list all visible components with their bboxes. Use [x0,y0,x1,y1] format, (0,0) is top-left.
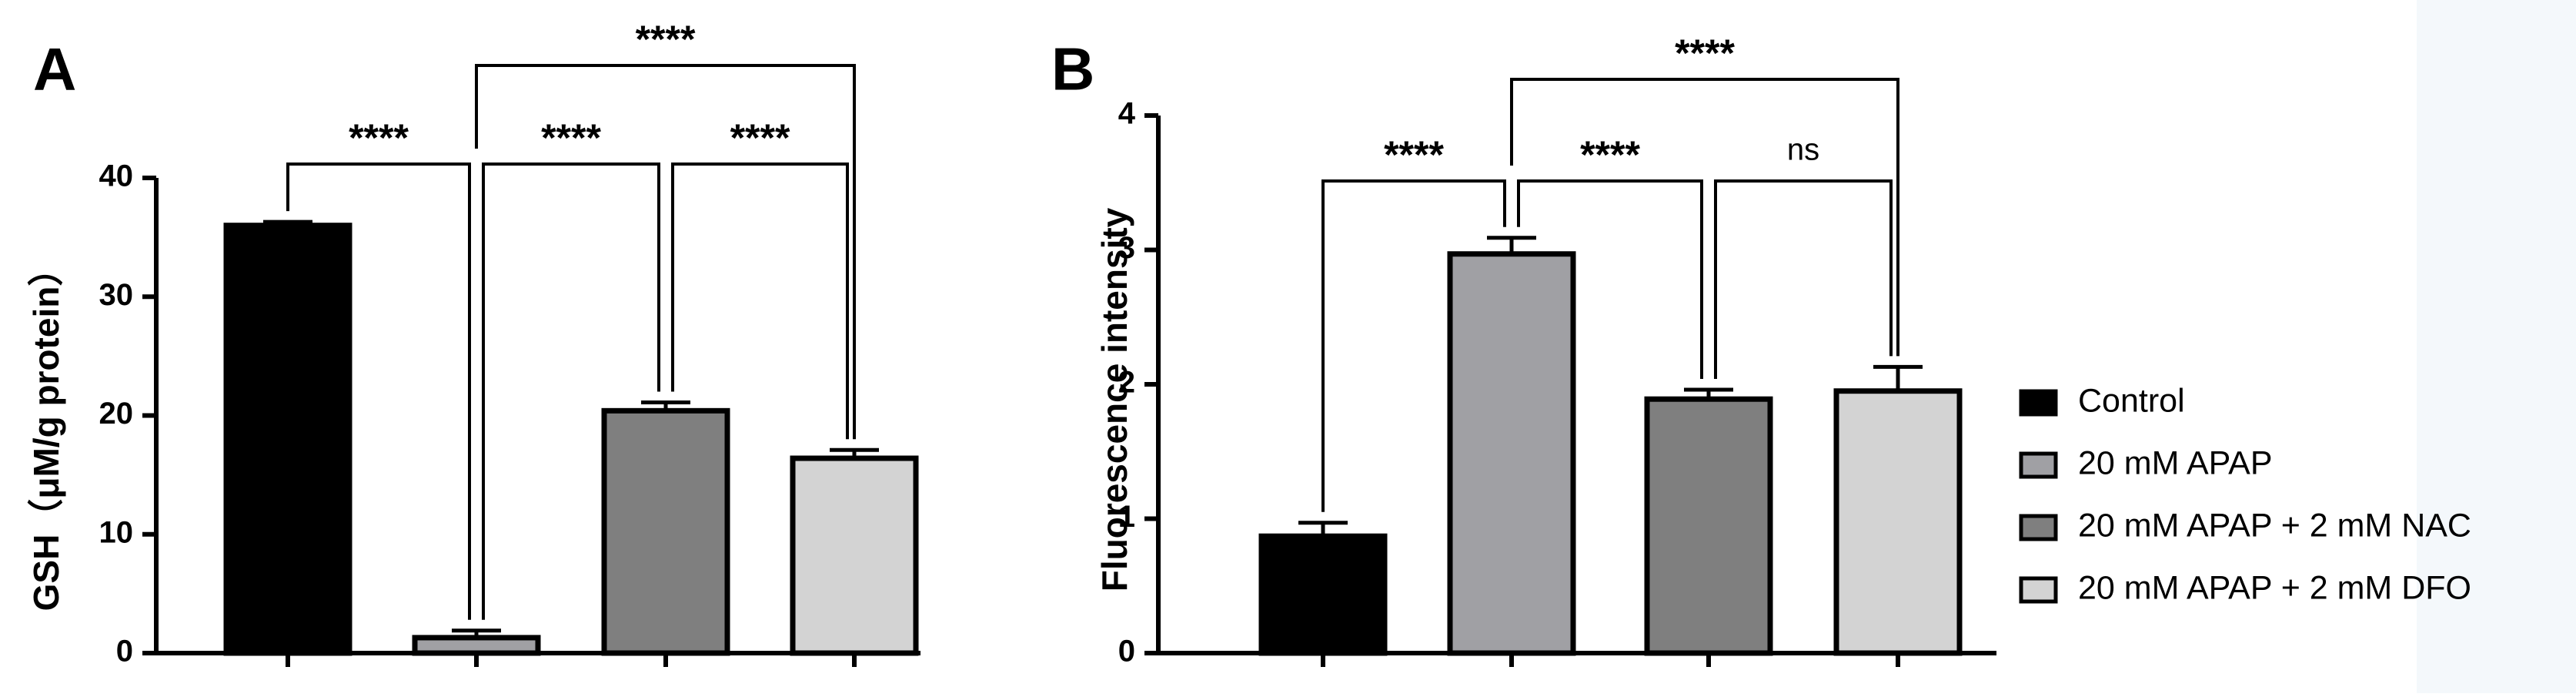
panel-label: B [1051,35,1094,103]
y-tick-label: 20 [99,397,134,431]
significance-bracket [1714,179,1893,379]
bar [1833,388,1963,656]
significance-bracket [1321,179,1506,512]
bar [412,635,541,656]
significance-label: **** [541,116,601,159]
y-tick-label: 30 [99,278,134,312]
significance-bracket [1510,78,1899,357]
y-axis-label: Fluorescence intensity [1094,207,1134,591]
y-tick-label: 1 [1118,500,1135,534]
significance-bracket [1517,179,1703,379]
legend-swatch [2019,514,2058,541]
legend-label: 20 mM APAP [2078,444,2273,481]
y-tick-label: 0 [1118,635,1135,669]
significance-bracket [475,64,856,440]
significance-label: **** [1675,32,1735,75]
legend-swatch [2019,389,2058,417]
significance-bracket [482,163,660,620]
y-tick-label: 2 [1118,366,1135,400]
legend-label: Control [2078,382,2185,419]
y-tick-label: 3 [1118,231,1135,265]
bar [790,455,919,656]
y-tick-label: 4 [1118,97,1136,131]
significance-bracket [671,163,849,440]
y-tick-label: 40 [99,159,134,193]
significance-label: **** [636,18,696,61]
legend-label: 20 mM APAP + 2 mM NAC [2078,507,2471,544]
y-tick-label: 10 [99,515,134,549]
bar [1644,396,1773,656]
significance-label: **** [1384,133,1444,176]
legend-swatch [2019,451,2058,479]
significance-label: **** [730,116,790,159]
significance-label: **** [1580,133,1640,176]
legend-label: 20 mM APAP + 2 mM DFO [2078,569,2471,606]
bar [601,407,730,656]
significance-bracket [286,163,471,620]
bar [1258,533,1388,656]
bar [1447,251,1576,656]
bar [223,223,352,656]
y-tick-label: 0 [116,635,133,669]
significance-label: **** [349,116,409,159]
background-strip [2417,0,2576,693]
panel-label: A [33,35,76,103]
significance-label: ns [1787,133,1819,167]
y-axis-label: GSH（μM/g protein） [26,251,66,612]
legend-swatch [2019,576,2058,604]
